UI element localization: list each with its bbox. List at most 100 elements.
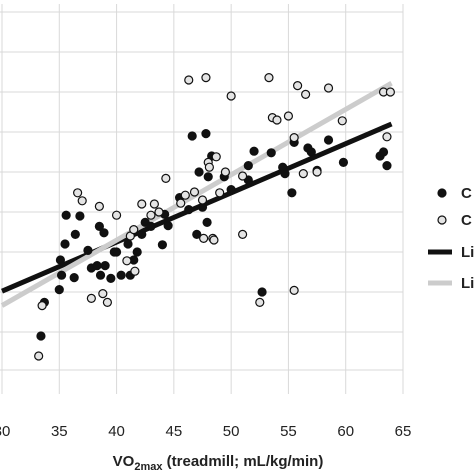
x-tick-label: 60 (337, 423, 354, 440)
open-data-point (209, 235, 219, 245)
open-data-point (283, 111, 294, 121)
filled-data-point (92, 261, 102, 271)
legend-label: C (461, 212, 472, 229)
x-tick-label: 40 (108, 423, 125, 440)
open-data-point (272, 115, 282, 125)
open-data-point (255, 297, 265, 307)
filled-data-point (163, 221, 173, 231)
filled-data-point (54, 285, 64, 295)
filled-data-point (201, 129, 211, 139)
filled-data-point (338, 157, 349, 167)
x-tick-label: 50 (223, 423, 240, 440)
filled-data-point (61, 210, 71, 220)
filled-data-point (202, 217, 212, 227)
open-data-point (94, 201, 104, 211)
filled-data-point (184, 205, 194, 215)
open-data-point (201, 72, 211, 83)
open-data-point (146, 210, 156, 220)
open-data-point (292, 80, 303, 91)
open-data-point (199, 233, 209, 243)
filled-data-point (249, 146, 259, 156)
open-data-point (73, 188, 83, 198)
filled-data-point (55, 255, 66, 265)
x-tick-label: 65 (395, 423, 412, 440)
filled-data-point (137, 229, 147, 239)
filled-data-point (243, 161, 253, 171)
filled-data-point (157, 240, 167, 250)
filled-data-point (194, 167, 204, 177)
filled-data-point (382, 161, 392, 171)
legend-label: Li (461, 275, 474, 292)
open-data-point (238, 229, 248, 239)
filled-data-point (56, 270, 67, 280)
open-data-point (385, 87, 395, 97)
open-data-point (238, 171, 248, 181)
filled-data-point (100, 261, 110, 271)
open-data-point (382, 132, 392, 142)
filled-data-point (94, 221, 104, 231)
filled-data-point (280, 169, 290, 179)
open-data-point (129, 225, 139, 235)
x-tick-label: 30 (0, 423, 10, 440)
open-data-point (220, 167, 231, 177)
open-data-point (111, 210, 122, 220)
filled-data-point (69, 273, 79, 283)
x-axis-title-subscript: 2max (134, 461, 163, 473)
filled-data-point (306, 147, 316, 157)
legend-label: C (461, 185, 472, 202)
data-points (34, 72, 395, 361)
filled-data-point (203, 172, 213, 182)
open-data-point (197, 195, 208, 205)
filled-data-point (111, 247, 122, 257)
x-axis-title-prefix: VO (113, 453, 135, 470)
open-data-point (226, 91, 236, 101)
filled-data-point (257, 287, 267, 297)
open-data-point (211, 152, 221, 162)
filled-data-point (132, 247, 142, 257)
open-data-point (298, 169, 308, 179)
open-data-point (289, 133, 299, 143)
filled-data-point (60, 239, 70, 249)
filled-data-point (116, 270, 126, 280)
legend: CC Li Li (428, 185, 474, 292)
open-data-point (189, 187, 200, 197)
open-data-point (86, 293, 96, 303)
x-tick-labels: 30 35 40 45 50 55 60 65 (0, 423, 411, 440)
open-data-point (137, 199, 147, 209)
filled-data-point (287, 188, 297, 198)
open-data-point (301, 89, 311, 100)
open-data-point (289, 285, 299, 295)
open-data-point (154, 207, 164, 217)
x-tick-label: 45 (166, 423, 183, 440)
open-data-point (215, 188, 225, 198)
open-data-point (34, 351, 44, 361)
filled-data-point (70, 229, 80, 239)
filled-data-point (146, 221, 156, 231)
open-data-point (323, 83, 334, 93)
filled-data-point (106, 273, 116, 283)
filled-data-point (323, 135, 334, 145)
open-data-point (102, 297, 113, 307)
open-data-point (176, 198, 186, 208)
linear-fit-line-filled (1, 121, 393, 294)
open-data-point (312, 167, 322, 177)
filled-data-point (95, 270, 106, 280)
open-data-point (98, 289, 108, 299)
open-data-point (122, 256, 132, 266)
filled-data-point (378, 147, 389, 157)
filled-data-point (83, 245, 93, 255)
legend-label: Li (461, 244, 474, 261)
open-data-point (184, 75, 194, 85)
x-axis-title: VO2max (treadmill; mL/kg/min) (113, 453, 324, 473)
open-data-point (264, 72, 274, 83)
open-data-point (204, 162, 214, 172)
open-data-point (77, 196, 87, 206)
filled-data-point (99, 228, 109, 238)
open-data-point (180, 190, 190, 200)
x-tick-label: 55 (280, 423, 297, 440)
x-tick-label: 35 (51, 423, 68, 440)
filled-data-point (226, 185, 236, 195)
x-axis-title-suffix: (treadmill; mL/kg/min) (162, 453, 323, 470)
filled-data-point (192, 229, 202, 239)
